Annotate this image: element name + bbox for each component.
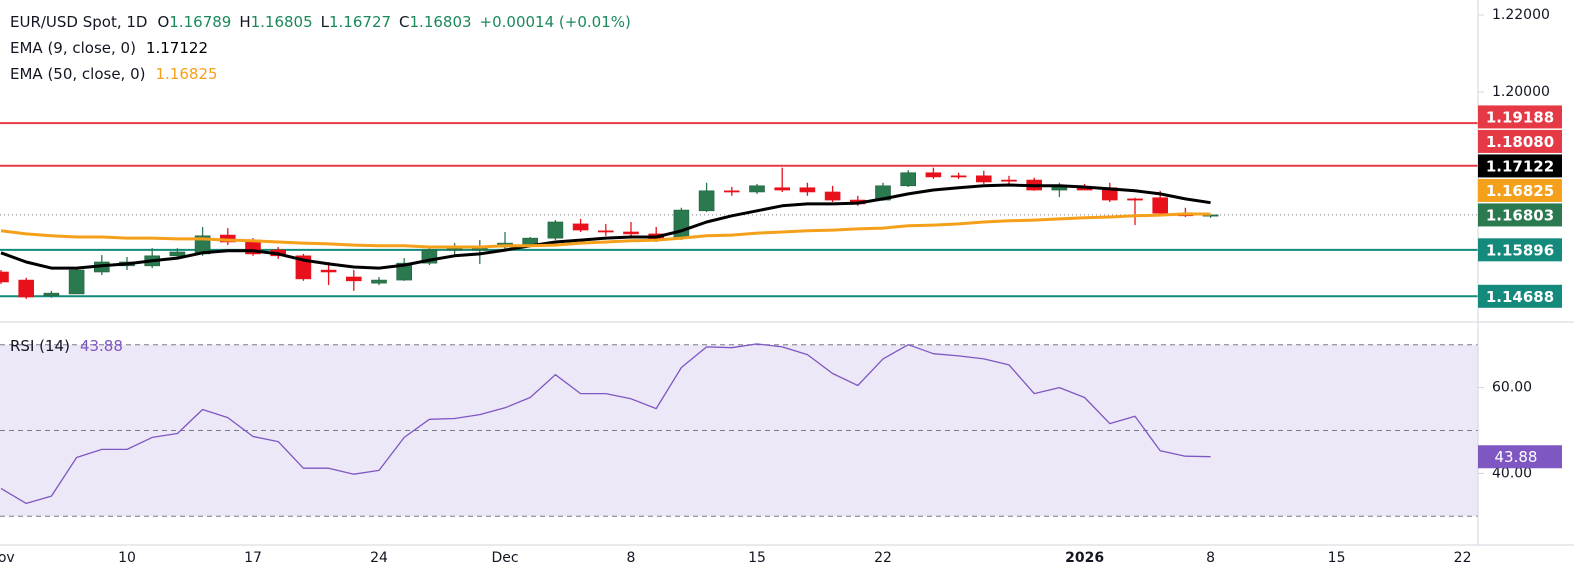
- candle-body: [169, 251, 186, 257]
- x-tick-label: Dec: [491, 550, 518, 566]
- candle-body: [1127, 198, 1143, 201]
- price-label-text: 1.14688: [1486, 288, 1554, 306]
- ohlc-value: 1.16803: [410, 13, 472, 31]
- candle-body: [0, 271, 9, 283]
- price-label: [1478, 129, 1562, 153]
- price-label-text: 1.15896: [1486, 241, 1554, 259]
- legend-entry: EMA (9, close, 0) 1.17122: [10, 39, 208, 57]
- x-tick-label: 2026: [1065, 550, 1104, 566]
- candle-body: [1001, 179, 1017, 182]
- candle-body: [799, 187, 816, 193]
- price-pane: [0, 122, 1478, 299]
- legend-value: 1.16825: [156, 65, 218, 83]
- candle-body: [43, 292, 60, 297]
- x-tick-label: 8: [1206, 550, 1215, 566]
- candle-body: [623, 231, 639, 235]
- rsi-pane: [0, 343, 1478, 517]
- price-label-text: 1.16825: [1486, 182, 1554, 200]
- candle-body: [345, 276, 362, 282]
- x-tick-label: 10: [118, 550, 136, 566]
- candle-body: [446, 248, 463, 251]
- candle-body: [749, 185, 765, 193]
- x-tick-label: Nov: [0, 550, 15, 566]
- x-tick-label: 22: [874, 550, 892, 566]
- candle-body: [68, 269, 85, 295]
- ema-line: [0, 183, 1211, 270]
- price-label: [1478, 284, 1562, 308]
- legend-entry: EMA (50, close, 0) 1.16825: [10, 65, 218, 83]
- ema-line: [0, 212, 1211, 249]
- candle-body: [698, 190, 715, 212]
- rsi-label-text: 43.88: [1495, 448, 1538, 466]
- x-tick-label: 8: [627, 550, 636, 566]
- candle-body: [824, 191, 841, 201]
- header-line: EUR/USD Spot, 1D O1.16789 H1.16805 L1.16727…: [10, 13, 631, 31]
- ohlc-value: 1.16805: [251, 13, 313, 31]
- rsi-label: [1478, 445, 1562, 469]
- y-tick-label: 40.00: [1492, 465, 1532, 481]
- price-label-text: 1.18080: [1486, 133, 1554, 151]
- legend-entry: RSI (14) 43.88: [10, 337, 123, 355]
- x-tick-label: 24: [370, 550, 388, 566]
- legend-value: 43.88: [80, 337, 123, 355]
- candle-body: [597, 230, 614, 233]
- price-label: [1478, 178, 1562, 202]
- y-tick-label: 60.00: [1492, 380, 1532, 396]
- rsi-line: [0, 343, 1211, 505]
- y-tick-label: 1.20000: [1492, 84, 1550, 100]
- candle-body: [900, 172, 917, 187]
- price-label: [1478, 203, 1562, 227]
- candle-body: [925, 172, 942, 178]
- ohlc-key: O: [157, 13, 169, 31]
- ohlc-key: L: [321, 13, 330, 31]
- legend-name: EMA (9, close, 0): [10, 39, 136, 57]
- ohlc-value: 1.16727: [329, 13, 391, 31]
- candle-body: [673, 209, 690, 239]
- x-tick-label: 15: [748, 550, 766, 566]
- candle-body: [950, 175, 967, 178]
- candle-body: [320, 269, 337, 273]
- legend-value: 1.17122: [146, 39, 208, 57]
- price-label-text: 1.17122: [1486, 157, 1554, 175]
- candle-body: [572, 223, 589, 231]
- change: +0.00014 (+0.01%): [480, 13, 631, 31]
- x-tick-label: 22: [1454, 550, 1472, 566]
- ohlc-key: H: [239, 13, 250, 31]
- candle-body: [1152, 197, 1168, 214]
- symbol: EUR/USD Spot, 1D: [10, 13, 147, 31]
- x-tick-label: 17: [244, 550, 262, 566]
- candle-body: [18, 279, 35, 298]
- x-tick-label: 15: [1328, 550, 1346, 566]
- price-label: [1478, 154, 1562, 178]
- candle-body: [547, 221, 564, 239]
- price-label: [1478, 105, 1562, 129]
- price-label-text: 1.16803: [1486, 206, 1554, 224]
- candle-body: [371, 279, 387, 284]
- candle-body: [396, 262, 413, 281]
- legend-name: RSI (14): [10, 337, 70, 355]
- candle-body: [774, 187, 791, 191]
- y-tick-label: 1.22000: [1492, 7, 1550, 23]
- candle-body: [723, 190, 740, 193]
- price-label-text: 1.19188: [1486, 108, 1554, 126]
- candle-body: [975, 175, 992, 183]
- legend-name: EMA (50, close, 0): [10, 65, 146, 83]
- axes: Nov 10 17 24 Dec 8 15 22 2026 8 15 22 1.22000 1.20000…: [0, 7, 1562, 566]
- ohlc-key: C: [399, 13, 409, 31]
- price-label: [1478, 238, 1562, 262]
- ohlc-value: 1.16789: [169, 13, 231, 31]
